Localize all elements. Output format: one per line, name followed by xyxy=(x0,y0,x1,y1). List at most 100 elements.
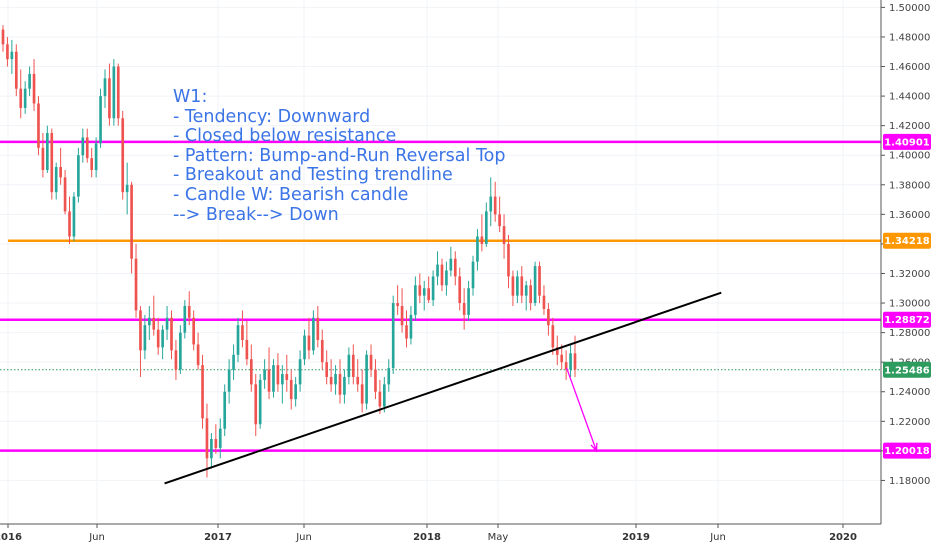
candle-body xyxy=(267,369,271,392)
candle-body xyxy=(365,354,368,404)
candle-body xyxy=(498,214,501,227)
candle-body xyxy=(103,78,107,97)
candle-body xyxy=(436,264,439,277)
candle-body xyxy=(427,288,431,301)
candle-body xyxy=(378,391,382,407)
candle-body xyxy=(236,325,240,355)
candle-body xyxy=(445,270,448,286)
candle-body xyxy=(484,211,488,244)
candle-body xyxy=(418,285,422,296)
x-tick-label: Jun xyxy=(295,532,312,543)
candle-body xyxy=(143,325,147,351)
x-tick-label: 2019 xyxy=(622,532,650,543)
annotation-line: - Closed below resistance xyxy=(173,126,397,147)
candle-body xyxy=(414,285,417,315)
candles xyxy=(1,25,577,478)
y-tick-label: 1.22000 xyxy=(889,417,930,428)
candle-body xyxy=(41,147,45,170)
level-badge-label: 1.40901 xyxy=(884,137,930,148)
candle-body xyxy=(272,365,275,392)
candle-body xyxy=(147,317,151,326)
annotation-line: - Tendency: Downward xyxy=(173,106,371,127)
candle-body xyxy=(121,118,125,193)
candle-body xyxy=(507,243,510,277)
grid xyxy=(0,0,881,524)
candle-body xyxy=(307,335,311,351)
candle-body xyxy=(183,306,187,333)
x-tick-label: 2020 xyxy=(829,532,857,543)
candle-body xyxy=(467,288,470,315)
candle-body xyxy=(161,329,164,348)
trendline[interactable] xyxy=(164,291,722,485)
y-tick-label: 1.50000 xyxy=(889,3,930,14)
candle-body xyxy=(68,211,71,237)
candle-body xyxy=(285,374,289,380)
candle-body xyxy=(334,374,337,385)
y-tick-label: 1.18000 xyxy=(889,476,930,487)
candle-body xyxy=(125,184,129,193)
candle-body xyxy=(108,78,111,119)
candle-body xyxy=(480,236,484,244)
candle-body xyxy=(383,384,386,407)
candle-body xyxy=(343,376,346,395)
candle-body xyxy=(338,374,342,395)
candle-body xyxy=(560,354,564,363)
candle-body xyxy=(298,359,302,385)
candle-body xyxy=(152,317,156,330)
candle-body xyxy=(400,306,404,326)
candle-body xyxy=(94,143,98,170)
arrow xyxy=(566,367,598,453)
candle-body xyxy=(369,354,373,370)
candle-body xyxy=(281,374,284,385)
candle-body xyxy=(218,428,222,448)
candle-body xyxy=(37,103,40,148)
annotation-line: --> Break--> Down xyxy=(173,204,339,225)
candle-body xyxy=(6,44,9,60)
candle-body xyxy=(511,276,515,296)
candle-body xyxy=(210,439,213,459)
candle-body xyxy=(139,310,142,351)
candle-body xyxy=(538,266,541,296)
candle-body xyxy=(458,276,462,304)
x-tick-label: Jun xyxy=(88,532,105,543)
level-badge-label: 1.34218 xyxy=(884,236,930,247)
annotation-line: - Pattern: Bump-and-Run Reversal Top xyxy=(173,145,506,166)
level-badges: 1.40901 1.34218 1.28872 1.20018 1.25486 xyxy=(883,133,931,459)
arrow-head xyxy=(590,442,598,453)
level-badge xyxy=(883,311,931,328)
y-tick-label: 1.30000 xyxy=(889,299,930,310)
candle-body xyxy=(263,369,266,380)
candle-body xyxy=(471,261,475,289)
candle-body xyxy=(134,258,138,311)
candle-body xyxy=(54,167,58,193)
level-badge xyxy=(883,442,931,459)
candle-body xyxy=(453,258,457,277)
axes xyxy=(0,0,885,528)
candle-body xyxy=(85,137,89,159)
annotation-line: W1: xyxy=(173,87,208,107)
x-tick-label: 2017 xyxy=(204,532,232,543)
candle-body xyxy=(489,196,493,212)
level-badge xyxy=(883,361,931,378)
candle-body xyxy=(422,288,426,296)
level-badge xyxy=(883,133,931,150)
x-tick-label: Jun xyxy=(709,532,726,543)
candle-body xyxy=(10,51,14,60)
candle-body xyxy=(99,96,102,144)
candle-body xyxy=(329,376,333,385)
candle-body xyxy=(59,167,62,178)
candle-body xyxy=(241,325,244,340)
candle-body xyxy=(320,340,324,363)
candle-body xyxy=(81,137,85,156)
candle-body xyxy=(569,353,572,370)
candle-body xyxy=(391,303,395,369)
candle-body xyxy=(440,264,444,286)
level-badge-label: 1.20018 xyxy=(884,446,930,457)
candle-body xyxy=(258,379,262,425)
candle-body xyxy=(351,354,355,377)
candle-body xyxy=(46,133,49,170)
candle-body xyxy=(374,369,377,392)
candle-body xyxy=(130,184,133,259)
candle-body xyxy=(555,347,559,355)
y-tick-label: 1.46000 xyxy=(889,62,930,73)
